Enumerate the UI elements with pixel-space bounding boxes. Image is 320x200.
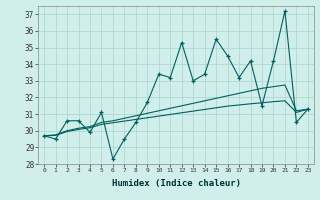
X-axis label: Humidex (Indice chaleur): Humidex (Indice chaleur) <box>111 179 241 188</box>
